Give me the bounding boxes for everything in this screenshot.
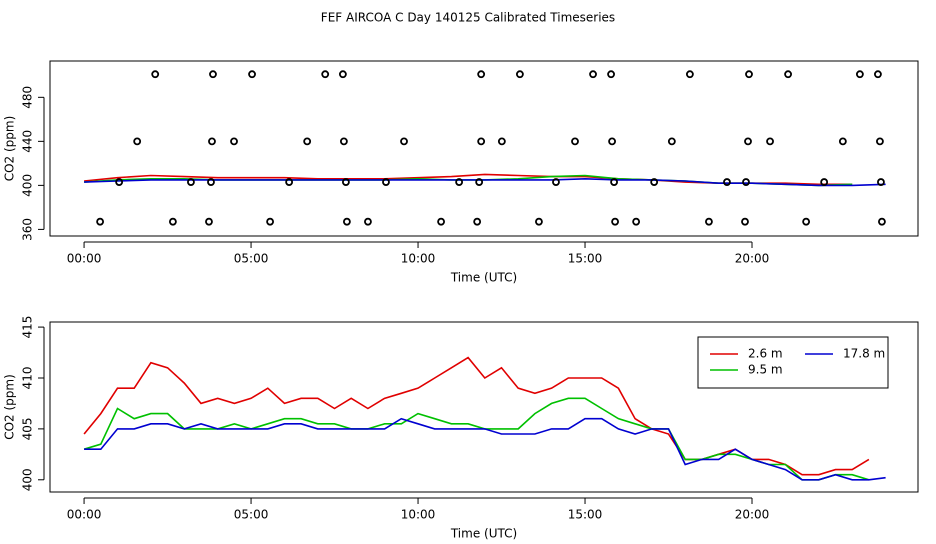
marker xyxy=(535,217,543,226)
marker xyxy=(455,178,464,186)
y-tick-label: 480 xyxy=(21,86,35,109)
marker xyxy=(169,217,177,226)
x-axis-label: Time (UTC) xyxy=(450,271,517,285)
marker xyxy=(343,217,351,226)
marker xyxy=(115,178,124,186)
marker xyxy=(552,178,560,186)
marker xyxy=(475,178,484,186)
marker xyxy=(766,137,774,146)
marker xyxy=(342,178,350,186)
marker xyxy=(877,178,885,186)
page-title: FEF AIRCOA C Day 140125 Calibrated Times… xyxy=(321,11,615,25)
marker xyxy=(477,70,486,79)
marker xyxy=(723,178,731,186)
marker xyxy=(205,217,213,226)
marker xyxy=(611,217,619,226)
x-tick-label: 05:00 xyxy=(234,252,269,266)
marker xyxy=(96,217,104,226)
marker xyxy=(820,178,829,186)
x-tick-label: 10:00 xyxy=(401,252,436,266)
marker xyxy=(303,137,312,146)
plot-frame xyxy=(49,60,919,237)
marker xyxy=(878,217,886,226)
marker xyxy=(285,178,294,186)
marker xyxy=(741,217,749,226)
series-line xyxy=(83,397,870,481)
legend-box xyxy=(697,336,889,389)
marker xyxy=(607,70,615,79)
marker xyxy=(632,217,641,226)
marker xyxy=(650,178,659,186)
marker xyxy=(802,217,811,226)
marker xyxy=(339,137,348,146)
marker xyxy=(321,70,330,79)
marker xyxy=(705,217,713,226)
legend-label: 2.6 m xyxy=(748,347,783,361)
marker xyxy=(364,217,372,226)
y-tick-label: 410 xyxy=(21,367,35,390)
y-tick-label: 415 xyxy=(21,316,35,339)
marker xyxy=(230,137,238,146)
plot-frame xyxy=(49,321,919,493)
marker xyxy=(208,137,216,146)
y-tick-label: 400 xyxy=(21,468,35,491)
marker xyxy=(248,70,256,79)
marker xyxy=(477,137,486,146)
marker xyxy=(151,70,160,79)
marker xyxy=(874,70,882,79)
marker xyxy=(742,178,750,186)
marker xyxy=(589,70,597,79)
x-tick-label: 00:00 xyxy=(67,508,102,522)
marker xyxy=(744,137,752,146)
marker xyxy=(685,70,694,79)
marker xyxy=(400,137,408,146)
y-tick-label: 405 xyxy=(21,417,35,440)
series-line xyxy=(84,177,886,187)
marker xyxy=(133,137,142,146)
marker xyxy=(207,178,215,186)
y-tick-label: 360 xyxy=(21,218,35,241)
x-axis-label: Time (UTC) xyxy=(450,527,517,541)
marker xyxy=(473,217,482,226)
marker xyxy=(667,137,676,146)
marker xyxy=(571,137,579,146)
marker xyxy=(382,178,390,186)
legend-label: 9.5 m xyxy=(748,363,783,377)
x-tick-label: 15:00 xyxy=(568,252,603,266)
x-tick-label: 20:00 xyxy=(735,508,770,522)
marker xyxy=(745,70,753,79)
x-tick-label: 10:00 xyxy=(401,508,436,522)
y-axis-label: CO2 (ppm) xyxy=(3,116,17,182)
y-tick-label: 400 xyxy=(21,174,35,197)
x-tick-label: 20:00 xyxy=(735,252,770,266)
marker xyxy=(876,137,884,146)
series-line xyxy=(84,417,886,481)
marker xyxy=(209,70,217,79)
marker xyxy=(516,70,524,79)
legend-label: 17.8 m xyxy=(843,347,885,361)
marker xyxy=(497,137,506,146)
y-tick-label: 440 xyxy=(21,130,35,153)
marker xyxy=(266,217,274,226)
x-tick-label: 15:00 xyxy=(568,508,603,522)
y-axis-label: CO2 (ppm) xyxy=(3,374,17,440)
marker xyxy=(437,217,445,226)
marker xyxy=(610,178,618,186)
marker xyxy=(608,137,616,146)
marker xyxy=(855,70,864,79)
x-tick-label: 00:00 xyxy=(67,252,102,266)
marker xyxy=(784,70,792,79)
marker xyxy=(838,137,847,146)
x-tick-label: 05:00 xyxy=(234,508,269,522)
marker xyxy=(187,178,195,186)
marker xyxy=(338,70,347,79)
